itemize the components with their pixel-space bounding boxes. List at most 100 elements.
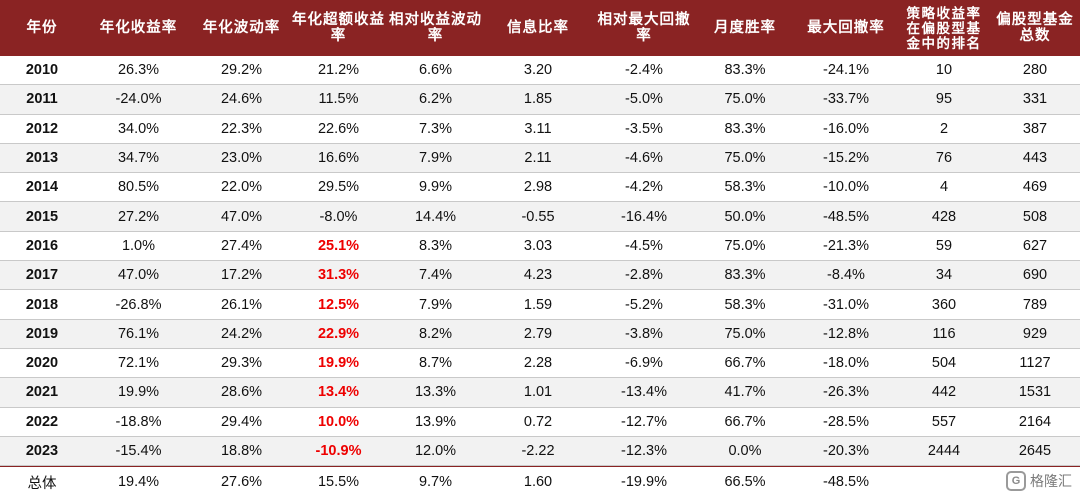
total-cell	[898, 467, 990, 497]
total-cell: 总体	[27, 475, 57, 492]
header-rank: 策略收益率在偏股型基金中的排名	[906, 5, 982, 51]
table-cell: -8.4%	[827, 267, 865, 284]
header-relative-max-drawdown: 相对最大回撤率	[597, 12, 691, 44]
table-cell: 29.2%	[220, 62, 263, 79]
table-cell: 28.6%	[220, 384, 263, 401]
total-row: 总体 19.4% 27.6% 15.5% 9.7% 1.60 -19.9% 66…	[0, 466, 1080, 497]
table-cell: -8.0%	[319, 208, 358, 225]
table-cell: 4	[939, 179, 949, 196]
table-cell: 29.4%	[220, 413, 263, 430]
table-cell: -15.4%	[115, 443, 162, 459]
table-cell: 280	[1022, 62, 1048, 79]
header-annual-excess-return: 年化超额收益率	[292, 12, 385, 44]
header-annual-volatility: 年化波动率	[202, 20, 281, 36]
table-cell: -5.2%	[625, 296, 663, 313]
total-cell: 66.5%	[724, 474, 766, 491]
table-cell: 2645	[1018, 443, 1052, 459]
table-cell: 95	[935, 91, 953, 108]
table-cell: 83.3%	[724, 120, 766, 137]
table-cell: -12.3%	[621, 443, 667, 459]
table-cell: -3.8%	[625, 325, 663, 342]
table-body: 2010 26.3% 29.2% 21.2% 6.6% 3.20 -2.4% 83.3% -24…	[0, 56, 1080, 467]
table-cell: 23.0%	[220, 150, 263, 167]
total-cell: 27.6%	[220, 474, 263, 491]
table-cell: -3.5%	[625, 120, 663, 137]
table-cell: 12.5%	[317, 296, 360, 313]
header-annual-return: 年化收益率	[99, 20, 178, 36]
table-row: 2022 -18.8% 29.4% 10.0% 13.9% 0.72 -12.7% 66.7%…	[0, 408, 1080, 437]
table-cell: -24.0%	[115, 91, 162, 108]
table-cell: 22.9%	[317, 325, 360, 342]
table-cell: 9.9%	[418, 179, 453, 196]
table-cell: -4.5%	[625, 237, 663, 254]
table-cell: 1127	[1019, 355, 1051, 372]
table-cell: -0.55	[521, 208, 555, 225]
table-cell: 1.01	[523, 384, 553, 401]
table-cell: 76.1%	[117, 325, 160, 342]
table-cell: 508	[1022, 208, 1048, 225]
table-row: 2019 76.1% 24.2% 22.9% 8.2% 2.79 -3.8% 75.0% -12…	[0, 319, 1080, 349]
table-row: 2014 80.5% 22.0% 29.5% 9.9% 2.98 -4.2% 58.3% -10…	[0, 173, 1080, 203]
total-cell: 1.60	[523, 474, 553, 491]
table-cell: -18.0%	[823, 355, 869, 372]
table-cell: -12.8%	[823, 325, 869, 342]
table-cell: 22.3%	[220, 120, 263, 137]
year-cell: 2022	[25, 413, 59, 430]
year-cell: 2021	[25, 384, 59, 401]
table-cell: 27.4%	[220, 237, 263, 254]
table-cell: 31.3%	[317, 267, 360, 284]
table-cell: -2.4%	[625, 62, 663, 79]
table-cell: 19.9%	[117, 384, 160, 401]
table-cell: -26.8%	[115, 296, 162, 313]
table-cell: 80.5%	[117, 179, 160, 196]
table-row: 2021 19.9% 28.6% 13.4% 13.3% 1.01 -13.4% 41.7% -…	[0, 378, 1080, 408]
table-cell: 59	[935, 237, 953, 254]
total-cell: -19.9%	[621, 474, 667, 491]
table-cell: 1.59	[523, 296, 553, 313]
total-cell: 9.7%	[418, 474, 453, 491]
table-cell: 83.3%	[724, 267, 766, 284]
table-cell: -13.4%	[621, 384, 667, 401]
table-cell: -31.0%	[823, 296, 869, 313]
table-row: 2016 1.0% 27.4% 25.1% 8.3% 3.03 -4.5% 75.0% -21.…	[0, 232, 1080, 262]
table-cell: 8.3%	[418, 237, 453, 254]
table-cell: -16.0%	[823, 120, 869, 137]
table-cell: 75.0%	[724, 91, 766, 108]
table-cell: 10	[935, 62, 953, 79]
table-cell: 3.11	[524, 120, 552, 137]
table-cell: 11.5%	[318, 91, 359, 108]
watermark-logo-icon: G	[1006, 471, 1026, 491]
year-cell: 2018	[25, 296, 59, 313]
table-row: 2010 26.3% 29.2% 21.2% 6.6% 3.20 -2.4% 83.3% -24…	[0, 56, 1080, 86]
table-cell: -6.9%	[625, 355, 663, 372]
table-cell: 3.03	[523, 237, 553, 254]
year-cell: 2015	[25, 208, 59, 225]
table-cell: -10.0%	[823, 179, 869, 196]
table-cell: 18.8%	[220, 443, 263, 459]
table-cell: -24.1%	[823, 62, 869, 79]
table-cell: 1531	[1018, 384, 1052, 401]
table-cell: 331	[1022, 91, 1048, 108]
table-cell: 75.0%	[724, 237, 766, 254]
table-cell: 19.9%	[317, 355, 360, 372]
table-cell: 34.7%	[117, 150, 160, 167]
table-cell: 50.0%	[724, 208, 766, 225]
table-cell: 16.6%	[317, 150, 360, 167]
table-cell: -20.3%	[823, 443, 869, 459]
header-information-ratio: 信息比率	[507, 20, 569, 36]
table-cell: -16.4%	[621, 208, 667, 225]
table-cell: 6.6%	[418, 62, 453, 79]
table-cell: 428	[931, 208, 957, 225]
year-cell: 2010	[25, 62, 59, 79]
table-cell: 24.2%	[220, 325, 263, 342]
table-cell: 27.2%	[117, 208, 160, 225]
table-row: 2013 34.7% 23.0% 16.6% 7.9% 2.11 -4.6% 75.0% -15…	[0, 143, 1080, 174]
table-cell: -2.22	[521, 443, 555, 459]
year-cell: 2012	[25, 120, 59, 137]
table-row: 2023 -15.4% 18.8% -10.9% 12.0% -2.22 -12.3% 0.0…	[0, 436, 1080, 467]
header-monthly-win-rate: 月度胜率	[714, 20, 776, 36]
table-cell: 13.4%	[317, 384, 360, 401]
table-cell: 66.7%	[724, 413, 766, 430]
table-cell: 47.0%	[220, 208, 263, 225]
table-cell: 24.6%	[220, 91, 263, 108]
